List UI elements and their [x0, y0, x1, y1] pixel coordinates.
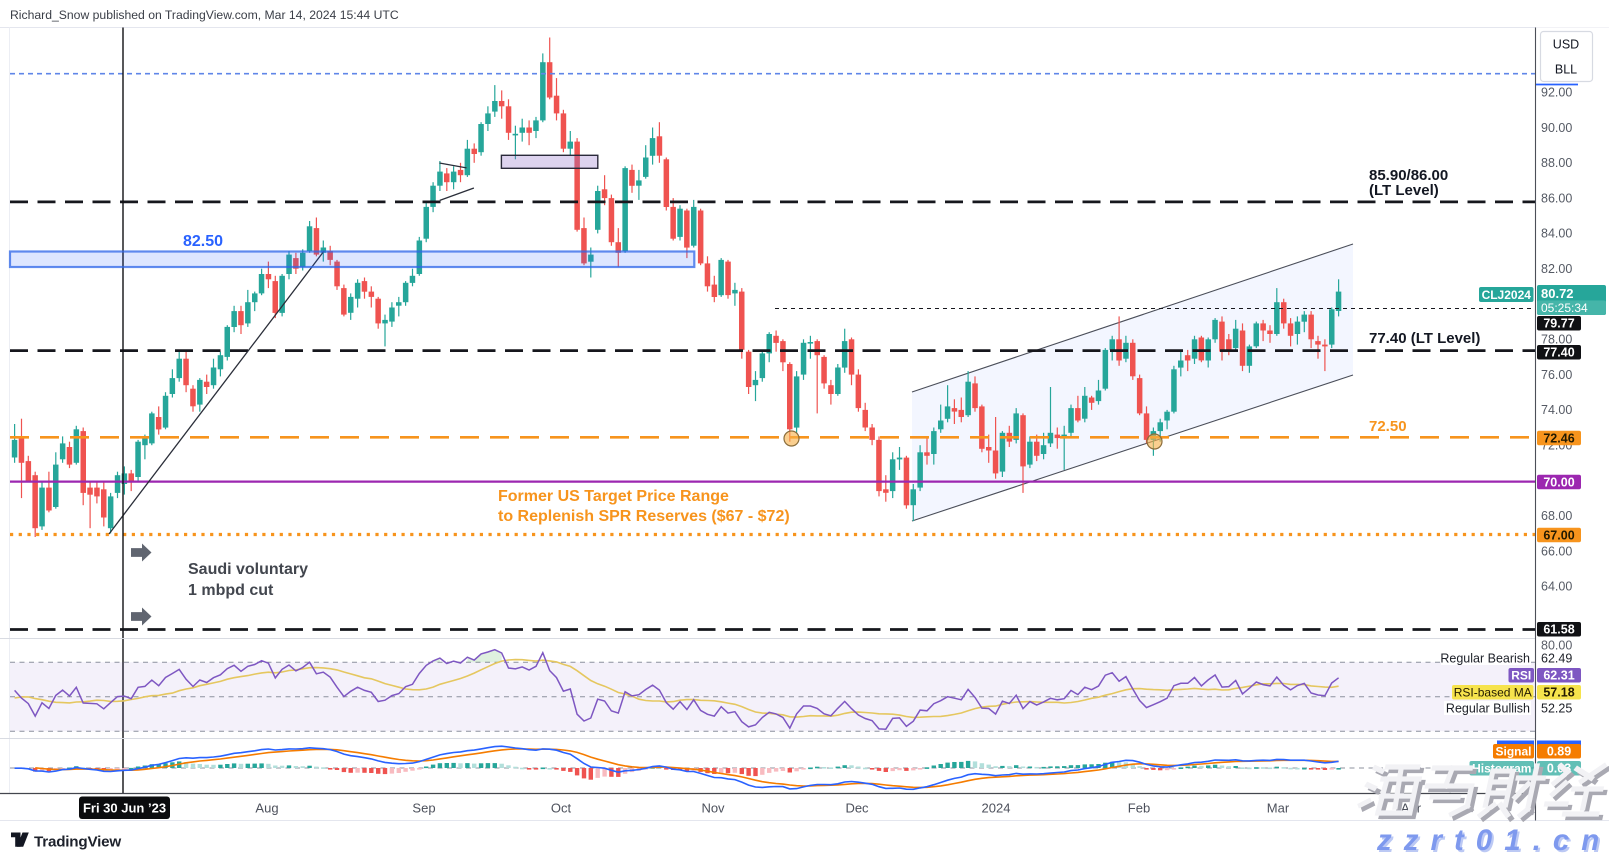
svg-text:85.90/86.00: 85.90/86.00	[1369, 167, 1448, 184]
svg-text:USD: USD	[1553, 38, 1579, 52]
svg-text:zzrt01.cn: zzrt01.cn	[1378, 826, 1609, 857]
svg-text:62.49: 62.49	[1541, 651, 1572, 665]
svg-text:84.00: 84.00	[1541, 227, 1572, 241]
svg-text:78.00: 78.00	[1541, 333, 1572, 347]
svg-text:05:25:34: 05:25:34	[1541, 301, 1588, 315]
svg-text:68.00: 68.00	[1541, 509, 1572, 523]
svg-text:88.00: 88.00	[1541, 156, 1572, 170]
svg-text:2024: 2024	[982, 801, 1011, 816]
svg-text:BLL: BLL	[1555, 63, 1577, 77]
svg-text:61.58: 61.58	[1543, 623, 1574, 637]
svg-text:Saudi voluntary: Saudi voluntary	[188, 561, 308, 578]
svg-text:Oct: Oct	[551, 801, 572, 816]
svg-text:67.00: 67.00	[1543, 528, 1574, 542]
svg-text:Nov: Nov	[701, 801, 725, 816]
svg-text:86.00: 86.00	[1541, 191, 1572, 205]
svg-text:Fri 30 Jun ’23: Fri 30 Jun ’23	[83, 801, 166, 816]
svg-text:Sep: Sep	[412, 801, 435, 816]
svg-text:79.77: 79.77	[1543, 317, 1574, 331]
svg-text:0.89: 0.89	[1547, 745, 1571, 759]
svg-text:90.00: 90.00	[1541, 121, 1572, 135]
svg-text:92.00: 92.00	[1541, 86, 1572, 100]
svg-text:Regular Bullish: Regular Bullish	[1446, 701, 1530, 715]
svg-text:80.00: 80.00	[1541, 638, 1572, 652]
svg-text:62.31: 62.31	[1543, 669, 1574, 683]
svg-text:Mar: Mar	[1267, 801, 1290, 816]
svg-text:RSI: RSI	[1511, 669, 1531, 683]
svg-text:70.00: 70.00	[1543, 475, 1574, 489]
svg-text:Former US Target Price Range: Former US Target Price Range	[498, 488, 729, 505]
svg-text:(LT Level): (LT Level)	[1369, 182, 1439, 199]
svg-text:52.25: 52.25	[1541, 701, 1572, 715]
svg-text:64.00: 64.00	[1541, 580, 1572, 594]
svg-text:77.40 (LT Level): 77.40 (LT Level)	[1369, 330, 1480, 347]
svg-text:Dec: Dec	[845, 801, 869, 816]
svg-text:Richard_Snow published on Trad: Richard_Snow published on TradingView.co…	[10, 8, 399, 22]
svg-text:Regular Bearish: Regular Bearish	[1440, 651, 1530, 665]
svg-text:Feb: Feb	[1128, 801, 1150, 816]
svg-text:82.50: 82.50	[183, 233, 223, 250]
svg-text:77.40: 77.40	[1543, 346, 1574, 360]
svg-text:82.00: 82.00	[1541, 262, 1572, 276]
svg-text:CLJ2024: CLJ2024	[1482, 288, 1532, 302]
svg-text:Aug: Aug	[255, 801, 278, 816]
svg-text:zzrt01.cn: zzrt01.cn	[1376, 824, 1609, 857]
svg-text:66.00: 66.00	[1541, 544, 1572, 558]
svg-text:to Replenish SPR Reserves ($67: to Replenish SPR Reserves ($67 - $72)	[498, 508, 790, 525]
svg-text:Signal: Signal	[1495, 745, 1531, 759]
svg-text:TradingView: TradingView	[34, 834, 121, 851]
svg-text:80.72: 80.72	[1541, 286, 1574, 301]
svg-text:1 mbpd cut: 1 mbpd cut	[188, 582, 274, 599]
svg-text:57.18: 57.18	[1543, 686, 1574, 700]
svg-text:RSI-based MA: RSI-based MA	[1454, 686, 1532, 700]
svg-text:72.50: 72.50	[1369, 418, 1407, 435]
svg-text:72.46: 72.46	[1543, 431, 1574, 445]
svg-text:76.00: 76.00	[1541, 368, 1572, 382]
svg-text:74.00: 74.00	[1541, 403, 1572, 417]
